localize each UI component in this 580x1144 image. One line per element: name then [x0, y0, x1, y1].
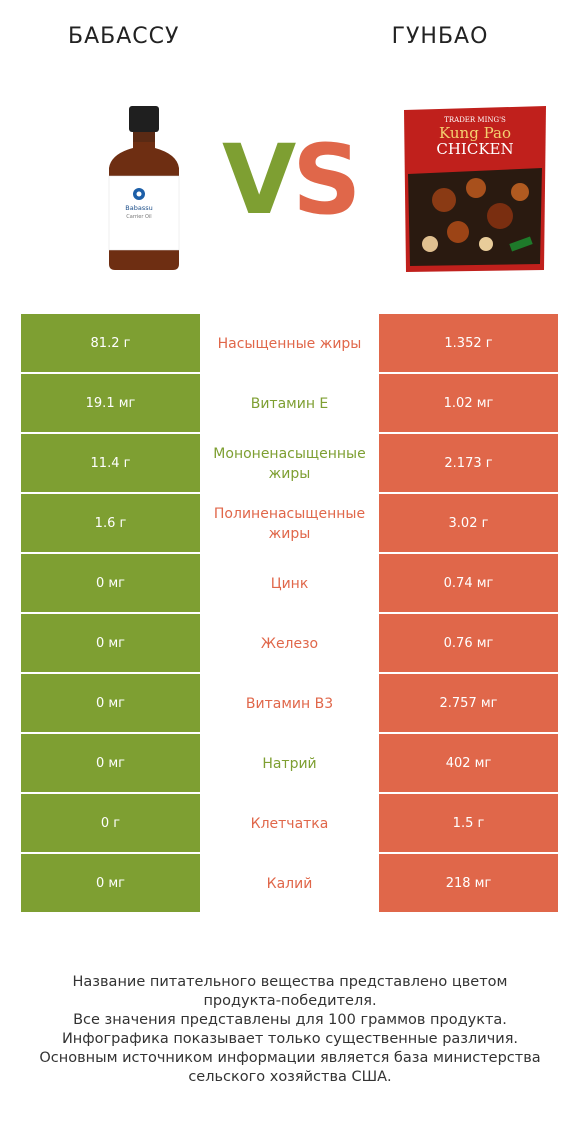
- footer-note: Название питательного вещества представл…: [20, 973, 560, 1087]
- nutrient-label: Мононенасыщенные жиры: [200, 434, 379, 494]
- left-value-cell: 0 мг: [21, 674, 200, 734]
- nutrient-label: Калий: [200, 854, 379, 914]
- footer-line: сельского хозяйства США.: [188, 1069, 392, 1085]
- bottle-sub-text: Carrier Oil: [126, 214, 151, 220]
- right-value-cell: 2.757 мг: [379, 674, 558, 734]
- package-title-line1: Kung Pao: [439, 124, 511, 142]
- bottle-brand-text: Babassu: [125, 204, 152, 212]
- right-value-cell: 402 мг: [379, 734, 558, 794]
- nutrient-label: Витамин E: [200, 374, 379, 434]
- left-value-cell: 1.6 г: [21, 494, 200, 554]
- table-row: 0 мг Железо 0.76 мг: [21, 614, 558, 674]
- nutrient-label: Железо: [200, 614, 379, 674]
- vs-label: VS: [222, 132, 361, 228]
- nutrient-label: Насыщенные жиры: [200, 314, 379, 374]
- left-value-cell: 0 мг: [21, 554, 200, 614]
- right-value-cell: 2.173 г: [379, 434, 558, 494]
- table-row: 0 мг Цинк 0.74 мг: [21, 554, 558, 614]
- package-brand-text: TRADER MING'S: [444, 116, 506, 124]
- table-row: 0 мг Натрий 402 мг: [21, 734, 558, 794]
- left-value-cell: 0 мг: [21, 854, 200, 914]
- vs-s: S: [292, 124, 361, 236]
- vs-v: V: [222, 124, 296, 236]
- nutrient-label: Натрий: [200, 734, 379, 794]
- table-row: 0 мг Витамин B3 2.757 мг: [21, 674, 558, 734]
- right-value-cell: 0.74 мг: [379, 554, 558, 614]
- nutrient-label: Клетчатка: [200, 794, 379, 854]
- left-value-cell: 0 мг: [21, 734, 200, 794]
- right-value-cell: 218 мг: [379, 854, 558, 914]
- nutrient-label: Полиненасыщенные жиры: [200, 494, 379, 554]
- left-value-cell: 11.4 г: [21, 434, 200, 494]
- left-value-cell: 0 г: [21, 794, 200, 854]
- comparison-table: 81.2 г Насыщенные жиры 1.352 г 19.1 мг Витам…: [21, 314, 558, 914]
- nutrient-label: Цинк: [200, 554, 379, 614]
- nutrient-label: Витамин B3: [200, 674, 379, 734]
- right-value-cell: 3.02 г: [379, 494, 558, 554]
- table-row: 19.1 мг Витамин E 1.02 мг: [21, 374, 558, 434]
- kung-pao-chicken-package-image: TRADER MING'S Kung Pao CHICKEN: [404, 106, 546, 272]
- footer-line: Основным источником информации является …: [39, 1050, 541, 1066]
- table-row: 0 г Клетчатка 1.5 г: [21, 794, 558, 854]
- table-row: 81.2 г Насыщенные жиры 1.352 г: [21, 314, 558, 374]
- left-value-cell: 19.1 мг: [21, 374, 200, 434]
- footer-line: Все значения представлены для 100 граммо…: [73, 1012, 507, 1028]
- footer-line: продукта-победителя.: [203, 993, 377, 1009]
- right-value-cell: 1.5 г: [379, 794, 558, 854]
- table-row: 1.6 г Полиненасыщенные жиры 3.02 г: [21, 494, 558, 554]
- babassu-oil-bottle-image: Babassu Carrier Oil: [108, 106, 180, 270]
- left-value-cell: 0 мг: [21, 614, 200, 674]
- footer-line: Инфографика показывает только существенн…: [61, 1031, 519, 1047]
- left-product-title: БАБАССУ: [68, 24, 180, 49]
- left-value-cell: 81.2 г: [21, 314, 200, 374]
- table-row: 0 мг Калий 218 мг: [21, 854, 558, 914]
- right-product-title: ГУНБАО: [391, 24, 489, 49]
- package-title-line2: CHICKEN: [436, 140, 513, 158]
- right-value-cell: 1.02 мг: [379, 374, 558, 434]
- table-row: 11.4 г Мононенасыщенные жиры 2.173 г: [21, 434, 558, 494]
- right-value-cell: 1.352 г: [379, 314, 558, 374]
- footer-line: Название питательного вещества представл…: [72, 974, 508, 990]
- right-value-cell: 0.76 мг: [379, 614, 558, 674]
